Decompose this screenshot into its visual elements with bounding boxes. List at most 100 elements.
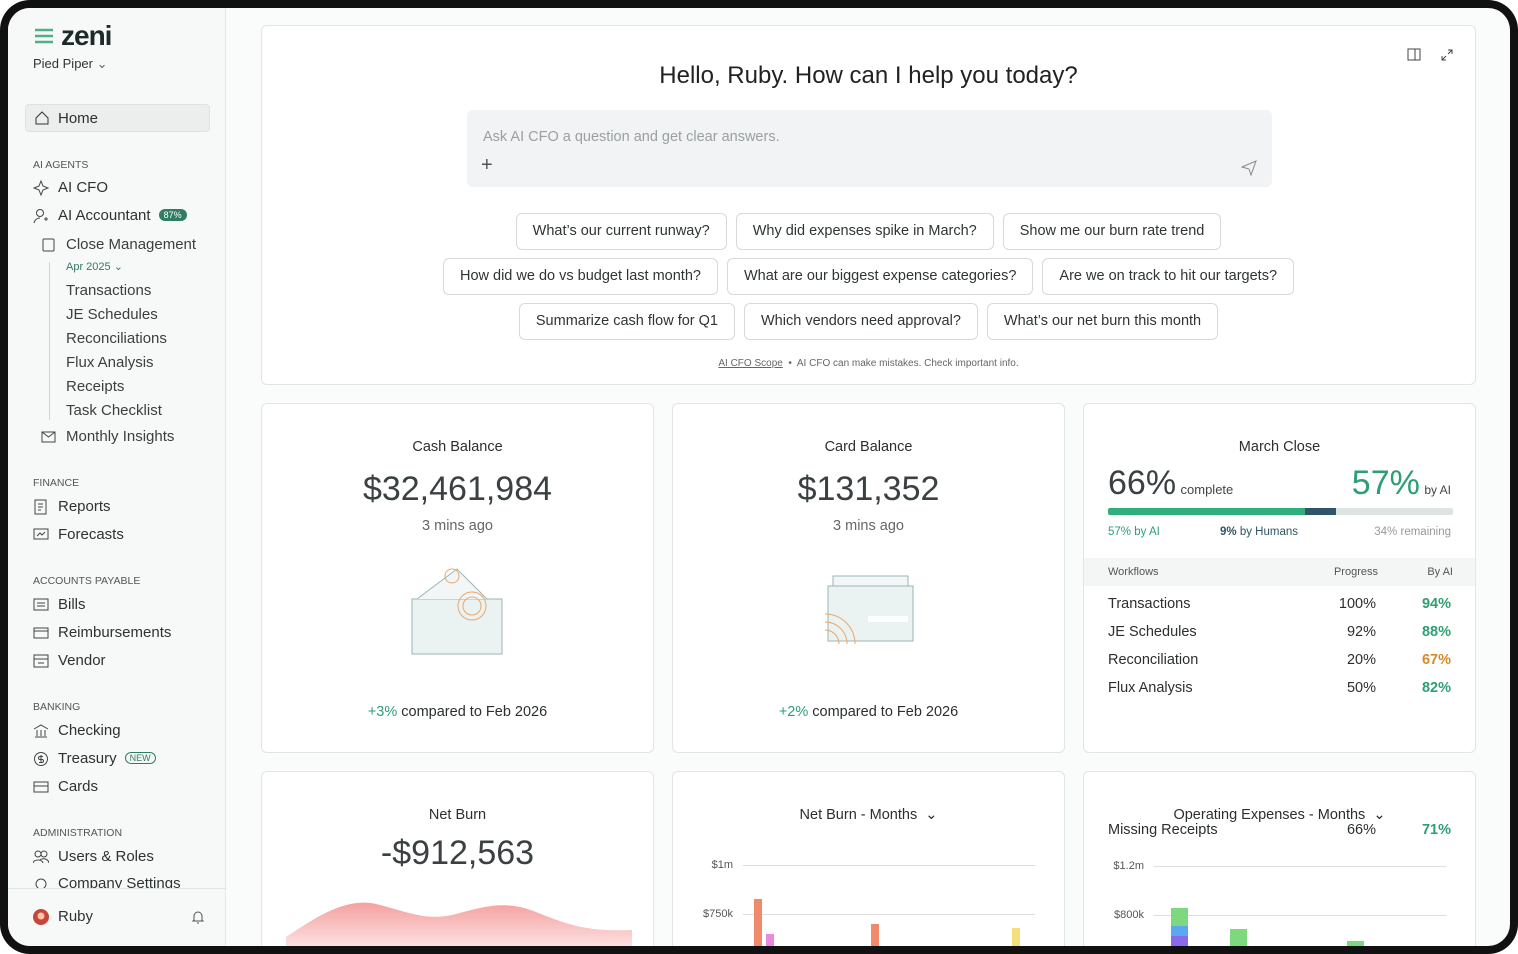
suggestion[interactable]: Why did expenses spike in March?	[735, 213, 994, 250]
wallet-illustration	[411, 568, 503, 655]
bar	[1171, 936, 1188, 946]
user-name[interactable]: Ruby	[58, 908, 94, 925]
bar	[1230, 929, 1247, 946]
comparison: compared to Feb 2026	[812, 704, 959, 720]
suggestion[interactable]: Show me our burn rate trend	[1002, 213, 1222, 250]
expand-icon[interactable]	[1440, 48, 1454, 62]
bar	[754, 899, 762, 946]
operating-expenses-card: Operating Expenses - Months ⌄ Missing Re…	[1083, 771, 1476, 946]
greeting: Hello, Ruby. How can I help you today?	[659, 62, 1078, 89]
nav-sub[interactable]: Task Checklist	[66, 402, 162, 419]
nav-monthly-insights[interactable]: Monthly Insights	[66, 428, 175, 445]
card-title: Cash Balance	[412, 439, 503, 455]
card-updated: 3 mins ago	[422, 518, 493, 534]
suggestion[interactable]: What’s our net burn this month	[986, 303, 1219, 340]
period-select[interactable]: Apr 2025 ⌄	[66, 261, 123, 273]
panel-icon[interactable]	[1407, 48, 1421, 62]
suggestion[interactable]: What’s our current runway?	[515, 213, 727, 250]
nav-close-management[interactable]: Close Management	[66, 236, 197, 253]
tree-line	[49, 262, 50, 420]
nav-item[interactable]: Cards	[58, 778, 99, 795]
nav-item[interactable]: Checking	[58, 722, 121, 739]
nav-icon	[33, 209, 48, 224]
nav-label: AI Accountant	[58, 207, 151, 224]
title-text: Net Burn - Months	[799, 807, 918, 823]
y-tick-label: $750k	[703, 908, 733, 920]
suggestion[interactable]: What are our biggest expense categories?	[726, 258, 1034, 295]
divider	[8, 888, 226, 889]
legend-item: 34% remaining	[1374, 526, 1451, 538]
ask-input[interactable]: Ask AI CFO a question and get clear answ…	[467, 110, 1272, 187]
nav-icon	[33, 598, 49, 611]
nav-ai-accountant[interactable]: AI Accountant 87%	[58, 207, 187, 224]
cell: Reconciliation	[1108, 652, 1199, 668]
complete: 66% complete	[1108, 464, 1233, 503]
nav-icon	[35, 878, 47, 888]
chart-title[interactable]: Net Burn - Months ⌄	[799, 807, 938, 823]
home-icon	[35, 111, 49, 125]
nav-sub[interactable]: Reconciliations	[66, 330, 167, 347]
card-updated: 3 mins ago	[833, 518, 904, 534]
nav-icon	[34, 499, 47, 515]
legend-text: by Humans	[1239, 526, 1298, 538]
y-tick-label: $800k	[1114, 909, 1144, 921]
nav-item[interactable]: Bills	[58, 596, 86, 613]
comparison: compared to Feb 2026	[401, 704, 548, 720]
section-title: ADMINISTRATION	[33, 827, 123, 839]
nav-icon	[33, 627, 49, 639]
nav-item[interactable]: Reimbursements	[58, 624, 172, 641]
nav-sub[interactable]: Receipts	[66, 378, 125, 395]
title-text: Operating Expenses - Months	[1173, 807, 1366, 823]
chart-title[interactable]: Operating Expenses - Months ⌄	[1173, 807, 1386, 823]
nav-sub[interactable]: JE Schedules	[66, 306, 158, 323]
nav-item[interactable]: Treasury NEW	[58, 750, 156, 767]
nav-icon	[33, 850, 49, 864]
card-balance-card: Card Balance $131,352 3 mins ago +2% com…	[672, 403, 1065, 753]
by-ai: 57% by AI	[1352, 464, 1451, 503]
nav-item[interactable]: Users & Roles	[58, 848, 154, 865]
send-button[interactable]	[1241, 160, 1257, 176]
suggestion[interactable]: Summarize cash flow for Q1	[518, 303, 735, 340]
legend-item: 9% by Humans	[1220, 526, 1298, 538]
cell: 20%	[1346, 652, 1376, 668]
bell-icon[interactable]	[191, 910, 205, 924]
cell: JE Schedules	[1108, 624, 1197, 640]
nav-item[interactable]: Reports	[58, 498, 111, 515]
cell: 82%	[1421, 680, 1451, 696]
nav-icon	[33, 654, 49, 668]
nav-home[interactable]: Home	[25, 104, 210, 132]
suggestion[interactable]: How did we do vs budget last month?	[442, 258, 718, 295]
cell: 100%	[1338, 596, 1376, 612]
nav-item[interactable]: Company Settings	[58, 875, 181, 888]
nav-item[interactable]: Vendor	[58, 652, 106, 669]
disclaimer: AI CFO can make mistakes. Check importan…	[796, 358, 1019, 369]
nav-ai-cfo[interactable]: AI CFO	[58, 179, 109, 196]
nav-sub[interactable]: Transactions	[66, 282, 152, 299]
attach-button[interactable]: +	[481, 154, 493, 176]
org-switcher[interactable]: Pied Piper ⌄	[33, 56, 108, 71]
y-tick-label: $1m	[711, 859, 733, 871]
nav-clip: Company Settings	[8, 870, 226, 888]
card-title: March Close	[1238, 439, 1321, 455]
suggestion[interactable]: Are we on track to hit our targets?	[1042, 258, 1295, 295]
legend-pct: 9%	[1220, 526, 1237, 538]
suggestion[interactable]: Which vendors need approval?	[744, 303, 978, 340]
nav-icon	[33, 781, 49, 793]
placeholder: Ask AI CFO a question and get clear answ…	[483, 129, 780, 145]
bar	[1171, 926, 1188, 936]
bar	[1012, 928, 1020, 946]
nav-item[interactable]: Forecasts	[58, 526, 124, 543]
progress-segment	[1304, 508, 1336, 515]
brand: zeni	[61, 20, 112, 51]
cell: Flux Analysis	[1108, 680, 1193, 696]
by-ai-label: by AI	[1424, 483, 1451, 497]
march-close-card: March Close 66% complete 57% by AI 57% b…	[1083, 403, 1476, 753]
badge: 87%	[158, 209, 187, 221]
grid-line	[743, 865, 1035, 866]
nav-icon	[33, 528, 49, 540]
card-comparison: +3% compared to Feb 2026	[262, 704, 653, 720]
overlay-cell: 71%	[1421, 822, 1451, 838]
nav-sub[interactable]: Flux Analysis	[66, 354, 154, 371]
scope-link[interactable]: AI CFO Scope	[718, 358, 783, 369]
bar	[871, 924, 879, 946]
